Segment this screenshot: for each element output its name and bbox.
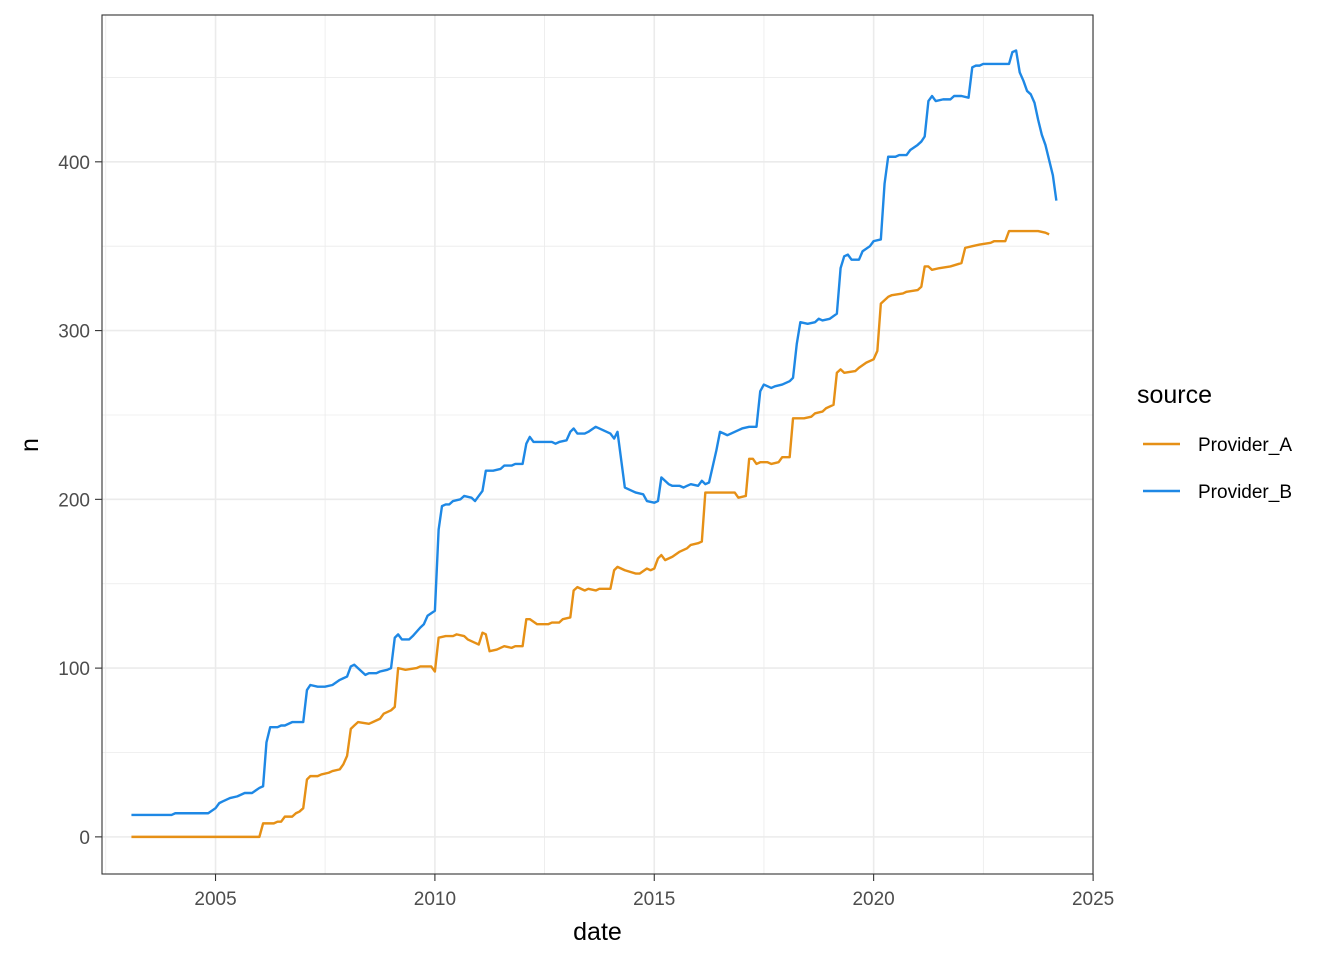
y-tick-label: 200 (58, 490, 90, 511)
series-lines (131, 49, 1058, 839)
x-tick-label: 2020 (852, 889, 894, 910)
x-tick-label: 2015 (633, 889, 675, 910)
panel-border (101, 14, 1094, 875)
legend: source Provider_A Provider_B (1137, 381, 1292, 503)
legend-label-provider-a: Provider_A (1198, 435, 1292, 456)
x-tick-label: 2010 (414, 889, 456, 910)
x-axis-title: date (573, 918, 622, 946)
series-line-provider-a (131, 229, 1050, 839)
x-tick-label: 2025 (1072, 889, 1114, 910)
plot-panel (101, 14, 1094, 875)
minor-gridlines (102, 15, 1093, 874)
series-line-provider-b (131, 49, 1058, 817)
legend-title: source (1137, 381, 1212, 409)
x-tick-label: 2005 (194, 889, 236, 910)
y-axis: 0 100 200 300 400 (58, 153, 102, 849)
x-axis: 2005 2010 2015 2020 2025 (194, 874, 1114, 910)
legend-label-provider-b: Provider_B (1198, 482, 1292, 503)
y-tick-label: 400 (58, 153, 90, 174)
y-axis-title: n (16, 438, 44, 452)
y-tick-label: 0 (79, 828, 90, 849)
y-tick-label: 100 (58, 659, 90, 680)
y-tick-label: 300 (58, 322, 90, 343)
panel-background (102, 15, 1093, 874)
